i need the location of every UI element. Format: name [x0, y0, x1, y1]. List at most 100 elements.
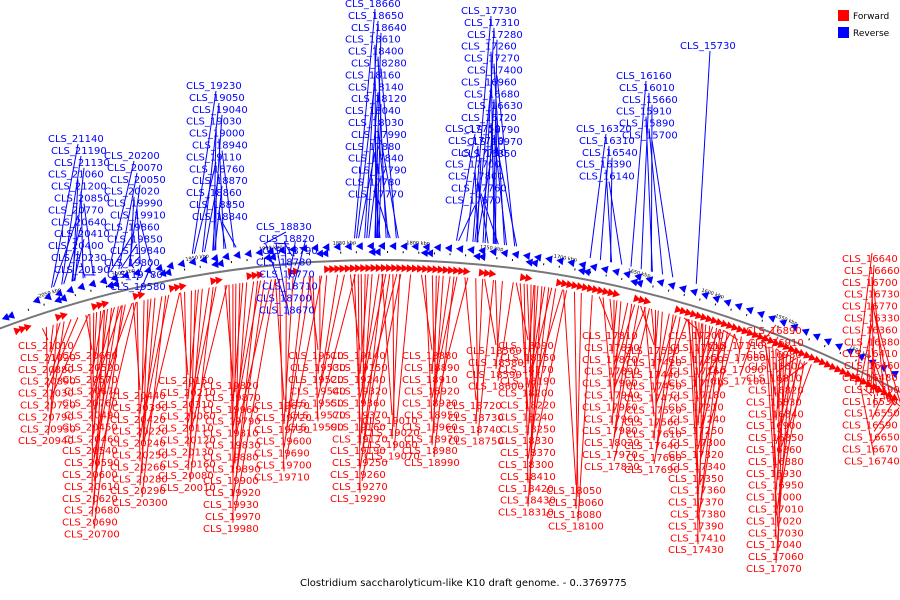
reverse-callout-line — [51, 143, 79, 288]
reverse-callout-line — [364, 20, 379, 239]
reverse-callout-line — [482, 27, 495, 243]
reverse-gene-arrow — [121, 271, 130, 279]
scale-label: 1700 kbp — [553, 254, 577, 264]
forward-gene-label: CLS_20110 — [158, 424, 214, 435]
forward-gene-label: CLS_21020 — [20, 353, 76, 364]
gene-labels-layer: CLS_21140CLS_21190CLS_21130CLS_21060CLS_… — [18, 0, 900, 575]
forward-gene-label: CLS_17410 — [670, 533, 726, 544]
forward-gene-label: CLS_17960 — [584, 414, 640, 425]
reverse-gene-label: CLS_20410 — [54, 229, 110, 240]
reverse-gene-label: CLS_18850 — [189, 200, 245, 211]
forward-gene-label: CLS_19590 — [288, 422, 344, 433]
reverse-gene-arrow — [321, 249, 329, 258]
reverse-gene-label: CLS_20850 — [54, 194, 110, 205]
forward-gene-label: CLS_18930 — [402, 399, 458, 410]
forward-gene-label: CLS_20010 — [160, 483, 216, 494]
reverse-gene-arrow — [467, 246, 475, 254]
forward-callout-line — [361, 273, 384, 458]
forward-gene-label: CLS_17470 — [624, 394, 680, 405]
forward-gene-label: CLS_20080 — [158, 471, 214, 482]
forward-gene-arrow — [54, 313, 63, 322]
forward-gene-label: CLS_18600 — [468, 382, 524, 393]
reverse-gene-arrow — [55, 289, 63, 297]
forward-callout-line — [49, 323, 58, 424]
forward-gene-label: CLS_16700 — [842, 278, 898, 289]
forward-gene-label: CLS_19880 — [203, 452, 259, 463]
forward-gene-arrow — [612, 289, 621, 298]
forward-gene-arrow — [524, 273, 533, 282]
forward-callout-line — [45, 327, 49, 412]
forward-gene-label: CLS_20260 — [110, 462, 166, 473]
forward-gene-label: CLS_19540 — [290, 387, 346, 398]
forward-gene-arrow — [23, 324, 32, 332]
forward-callout-line — [228, 284, 234, 452]
forward-gene-label: CLS_20540 — [62, 446, 118, 457]
reverse-gene-label: CLS_19780 — [107, 270, 163, 281]
forward-gene-arrow — [401, 264, 409, 273]
forward-gene-label: CLS_16410 — [842, 349, 898, 360]
forward-callout-line — [871, 407, 900, 444]
forward-gene-arrow — [777, 340, 786, 348]
forward-callout-line — [189, 287, 210, 411]
forward-gene-label: CLS_18150 — [500, 353, 556, 364]
reverse-gene-arrow — [166, 261, 175, 270]
forward-gene-arrow — [818, 357, 827, 366]
forward-callout-line — [873, 403, 893, 432]
forward-gene-label: CLS_19170 — [332, 434, 388, 445]
reverse-gene-label: CLS_21060 — [48, 170, 104, 181]
reverse-gene-arrow — [216, 259, 224, 268]
forward-gene-arrow — [787, 344, 796, 352]
forward-callout-line — [771, 336, 779, 349]
genome-caption: Clostridium saccharolyticum-like K10 dra… — [300, 578, 627, 589]
reverse-gene-label: CLS_16790 — [464, 125, 520, 136]
forward-gene-arrow — [586, 284, 595, 293]
reverse-gene-label: CLS_17760 — [451, 184, 507, 195]
forward-gene-label: CLS_16810 — [746, 374, 802, 385]
reverse-gene-label: CLS_17740 — [448, 136, 504, 147]
scale-label: 1850 kbp — [333, 240, 357, 247]
forward-callout-line — [180, 292, 189, 376]
reverse-gene-arrow — [43, 292, 52, 301]
forward-callout-line — [653, 311, 663, 441]
reverse-gene-label: CLS_18160 — [345, 70, 401, 81]
reverse-callout-line — [108, 160, 135, 272]
forward-callout-line — [357, 274, 361, 493]
forward-gene-arrow — [101, 300, 110, 309]
forward-callout-line — [234, 281, 255, 416]
forward-gene-label: CLS_18980 — [402, 446, 458, 457]
reverse-callout-line — [139, 261, 153, 293]
forward-gene-label: CLS_18720 — [446, 401, 502, 412]
reverse-gene-arrow — [54, 295, 63, 304]
forward-callout-line — [653, 310, 659, 369]
reverse-gene-arrow — [366, 242, 374, 251]
forward-gene-label: CLS_17610 — [626, 429, 682, 440]
reverse-gene-label: CLS_18870 — [192, 176, 248, 187]
forward-gene-label: CLS_20670 — [64, 387, 120, 398]
reverse-gene-arrow — [756, 311, 765, 319]
reverse-gene-arrow — [612, 268, 620, 277]
forward-callout-line — [873, 288, 885, 400]
forward-gene-arrow — [519, 273, 528, 282]
reverse-gene-arrow — [378, 242, 386, 251]
forward-gene-arrow — [859, 377, 868, 385]
forward-gene-label: CLS_17390 — [668, 521, 724, 532]
reverse-gene-label: CLS_15890 — [619, 119, 675, 130]
reverse-gene-arrow — [556, 257, 564, 266]
forward-gene-label: CLS_18050 — [546, 486, 602, 497]
reverse-gene-arrow — [1, 313, 10, 321]
forward-callout-line — [863, 388, 873, 397]
forward-gene-label: CLS_19160 — [330, 422, 386, 433]
forward-callout-line — [234, 279, 276, 511]
forward-gene-label: CLS_19730 — [254, 425, 310, 436]
forward-gene-label: CLS_20880 — [18, 365, 74, 376]
reverse-gene-arrow — [534, 253, 542, 262]
genome-backbone — [0, 259, 900, 394]
reverse-callout-line — [648, 128, 664, 275]
forward-callout-line — [697, 331, 728, 521]
reverse-callout-line — [695, 50, 711, 284]
reverse-gene-arrow — [801, 328, 810, 337]
reverse-gene-arrow — [577, 267, 586, 276]
forward-gene-label: CLS_17890 — [584, 367, 640, 378]
forward-gene-label: CLS_19790 — [205, 417, 261, 428]
reverse-gene-arrow — [890, 371, 899, 379]
